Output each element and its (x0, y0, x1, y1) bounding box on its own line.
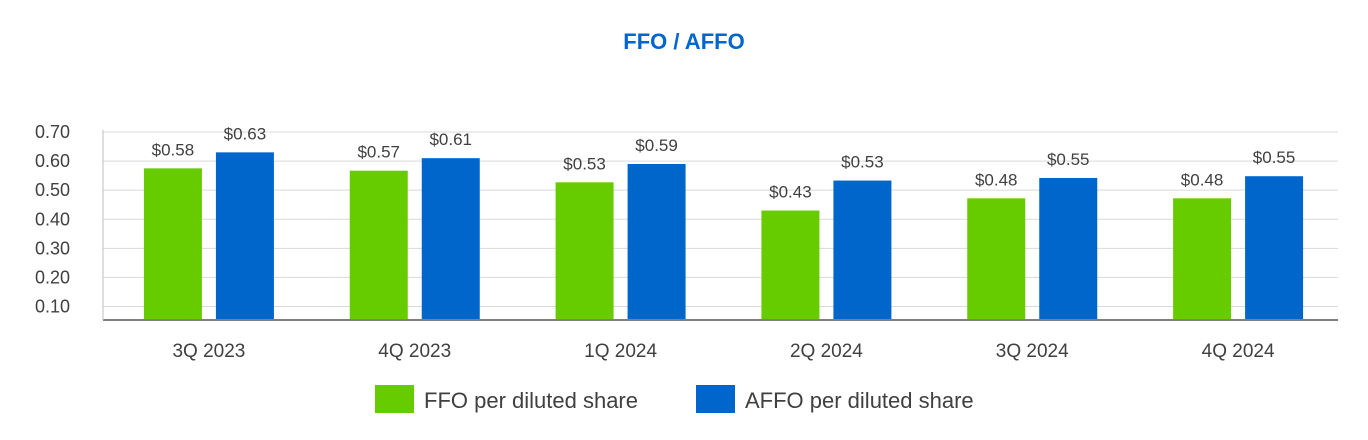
ffo-data-label: $0.43 (769, 183, 812, 202)
x-tick-label: 3Q 2024 (996, 341, 1069, 362)
chart-title: FFO / AFFO (623, 29, 744, 54)
legend-swatch-ffo (375, 385, 414, 413)
gridlines (103, 131, 1338, 307)
x-tick-label: 4Q 2024 (1202, 341, 1275, 362)
x-axis-ticks: 3Q 2023 4Q 2023 1Q 2024 2Q 2024 3Q 2024 4Q 20… (172, 341, 1274, 362)
ffo-data-label: $0.53 (563, 154, 606, 173)
affo-data-label: $0.59 (635, 136, 678, 155)
ffo-data-label: $0.48 (1181, 170, 1224, 189)
y-tick-label: 0.10 (35, 297, 70, 317)
x-tick-label: 3Q 2023 (172, 341, 245, 362)
affo-bar (215, 152, 274, 320)
x-tick-label: 1Q 2024 (584, 341, 657, 362)
affo-bar (421, 158, 480, 320)
affo-data-label: $0.61 (429, 130, 472, 149)
y-tick-label: 0.30 (35, 238, 70, 258)
y-tick-label: 0.70 (35, 122, 70, 142)
affo-bar (627, 163, 686, 320)
ffo-bar (349, 170, 408, 320)
affo-bar (1245, 176, 1304, 320)
y-axis-ticks: 0.10 0.20 0.30 0.40 0.50 0.60 0.70 (35, 122, 70, 317)
legend-label-ffo: FFO per diluted share (424, 388, 638, 413)
ffo-data-label: $0.58 (152, 140, 195, 159)
ffo-bar (967, 198, 1026, 320)
affo-data-label: $0.53 (841, 153, 884, 172)
y-tick-label: 0.60 (35, 151, 70, 171)
bars (143, 152, 1304, 320)
data-labels: $0.58 $0.63 $0.57 $0.61 $0.53 $0.59 $0.43 $0.53… (152, 124, 1296, 201)
x-tick-label: 4Q 2023 (378, 341, 451, 362)
affo-data-label: $0.55 (1047, 150, 1090, 169)
ffo-bar (555, 182, 614, 320)
legend: FFO per diluted share AFFO per diluted s… (375, 385, 974, 413)
ffo-bar (143, 168, 202, 320)
ffo-bar (761, 210, 820, 320)
ffo-data-label: $0.48 (975, 170, 1018, 189)
legend-swatch-affo (696, 385, 735, 413)
y-tick-label: 0.50 (35, 180, 70, 200)
affo-bar (833, 180, 892, 320)
y-tick-label: 0.20 (35, 267, 70, 287)
y-tick-label: 0.40 (35, 209, 70, 229)
affo-bar (1039, 177, 1098, 320)
legend-label-affo: AFFO per diluted share (745, 388, 974, 413)
affo-data-label: $0.63 (224, 124, 267, 143)
ffo-data-label: $0.57 (357, 143, 400, 162)
affo-data-label: $0.55 (1253, 148, 1296, 167)
x-tick-label: 2Q 2024 (790, 341, 863, 362)
ffo-bar (1173, 198, 1232, 320)
